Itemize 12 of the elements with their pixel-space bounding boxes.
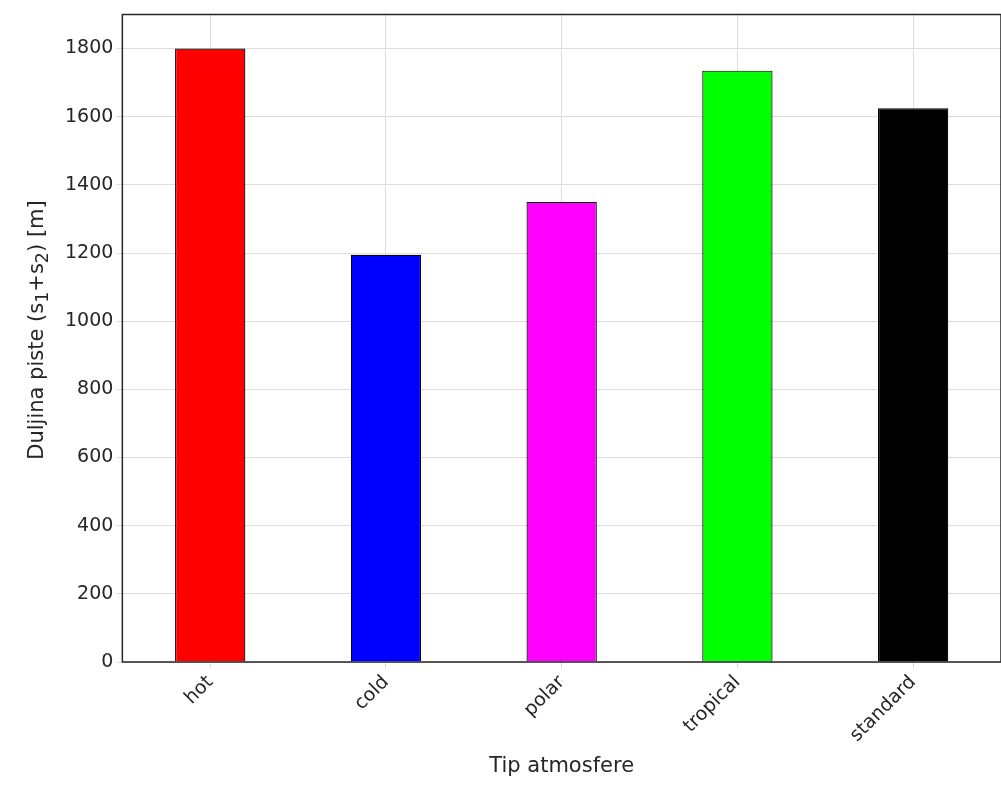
x-axis-title: Tip atmosfere: [488, 752, 635, 777]
y-tick-label: 1800: [64, 35, 114, 58]
y-tick-label: 600: [77, 444, 114, 467]
y-tick-label: 1200: [64, 239, 114, 262]
y-tick-label: 1400: [64, 171, 114, 194]
y-tick-label: 1000: [64, 308, 114, 331]
y-tick-label: 0: [101, 649, 114, 672]
y-tick-label: 800: [77, 376, 114, 399]
y-tick-label: 1600: [64, 103, 114, 126]
x-tick-label: hot: [178, 669, 217, 708]
y-tick-label: 400: [77, 512, 114, 535]
y-tick-label: 200: [77, 580, 114, 603]
